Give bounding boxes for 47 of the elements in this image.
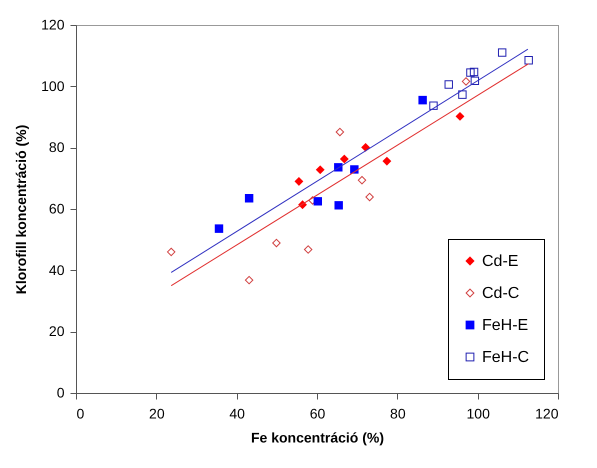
x-tick-label: 100 [466,406,490,422]
point [316,166,324,174]
point [429,101,438,110]
y-tick-label: 0 [56,384,65,400]
x-tick-label: 80 [390,406,406,422]
point [361,143,370,152]
point [304,245,312,254]
y-tick-label: 120 [41,16,65,32]
x-tick-label: 20 [149,406,165,422]
legend-label: FeH-C [482,349,530,366]
y-axis-title: Klorofill koncentráció (%) [13,124,30,294]
legend-label: Cd-C [482,285,520,302]
y-tick-label: 20 [48,323,65,340]
point [365,192,374,202]
point [272,238,281,248]
point [470,68,478,76]
point [336,128,344,136]
point [294,177,304,186]
x-tick-label: 120 [535,406,559,422]
point [244,276,254,284]
point [444,80,453,89]
point [244,194,254,202]
point [462,77,470,86]
point [456,112,464,121]
y-tick-label: 40 [48,262,65,278]
legend-label: Cd-E [482,253,518,270]
point [358,176,366,184]
point [524,56,533,64]
x-axis-title: Fe koncentráció (%) [250,430,384,446]
point [470,76,480,86]
point [382,156,392,166]
point [458,90,467,99]
point [214,224,224,233]
x-tick-label: 0 [76,406,84,422]
point [334,201,343,210]
point [466,68,475,77]
point [418,96,427,104]
point [166,248,176,256]
y-tick-label: 60 [48,200,65,216]
point [498,48,506,57]
point [314,197,322,206]
x-tick-label: 40 [229,406,246,422]
y-tick-label: 100 [41,78,65,94]
point [340,154,349,164]
x-tick-label: 60 [310,406,326,422]
legend-label: FeH-E [482,317,528,334]
y-tick-label: 80 [48,139,65,156]
